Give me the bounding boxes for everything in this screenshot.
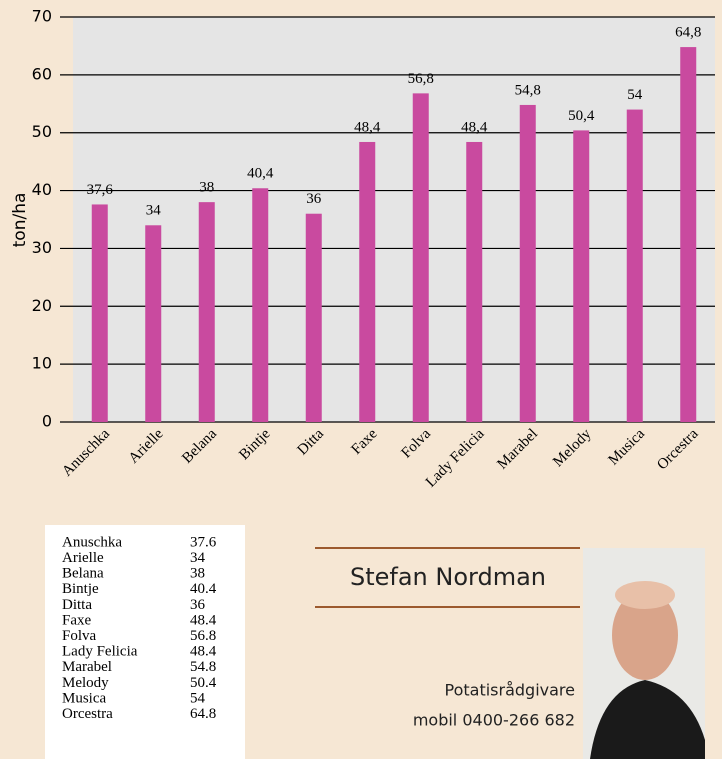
x-tick-label: Belana xyxy=(179,426,220,467)
y-tick-label: 60 xyxy=(32,64,52,83)
table-cell: 56.8 xyxy=(190,628,216,644)
y-tick-label: 30 xyxy=(32,238,52,257)
value-label: 38 xyxy=(199,180,214,196)
y-tick-label: 50 xyxy=(32,122,52,141)
table-cell: Musica xyxy=(62,690,107,706)
bar xyxy=(573,130,589,422)
value-label: 34 xyxy=(146,203,162,219)
chart: ton/ha Stefan Nordman Potatisrådgivare m… xyxy=(0,0,722,759)
table-cell: Lady Felicia xyxy=(62,644,138,660)
bar xyxy=(199,202,215,422)
value-label: 64,8 xyxy=(675,25,701,41)
plot-area xyxy=(73,17,715,422)
x-tick-label: Bintje xyxy=(236,426,273,463)
x-tick-label: Marabel xyxy=(494,426,541,473)
table-cell: 48.4 xyxy=(190,644,217,660)
table-cell: 54 xyxy=(190,690,206,706)
x-tick-label: Arielle xyxy=(126,426,167,467)
table-cell: Marabel xyxy=(62,659,112,675)
table-cell: 64.8 xyxy=(190,706,216,722)
contact-name: Stefan Nordman xyxy=(350,563,546,591)
x-tick-label: Musica xyxy=(605,426,648,469)
x-tick-label: Anuschka xyxy=(59,426,113,480)
x-tick-label: Lady Felicia xyxy=(423,426,488,491)
x-tick-label: Faxe xyxy=(349,426,381,458)
bar xyxy=(306,214,322,422)
bar xyxy=(413,93,429,422)
value-label: 54 xyxy=(627,87,643,103)
table-cell: 54.8 xyxy=(190,659,216,675)
contact-phone: mobil 0400-266 682 xyxy=(413,711,575,730)
value-label: 50,4 xyxy=(568,108,595,124)
x-tick-label: Orcestra xyxy=(654,426,701,473)
value-label: 54,8 xyxy=(515,82,541,98)
value-label: 48,4 xyxy=(461,119,488,135)
table-cell: 40.4 xyxy=(190,581,217,597)
bar xyxy=(359,142,375,422)
table-cell: 36 xyxy=(190,597,206,613)
table-cell: Ditta xyxy=(62,597,92,613)
table-cell: Folva xyxy=(62,628,97,644)
y-tick-label: 0 xyxy=(42,412,52,431)
value-label: 56,8 xyxy=(408,71,434,87)
table-cell: Anuschka xyxy=(62,534,122,550)
bar xyxy=(145,225,161,422)
table-cell: Melody xyxy=(62,675,109,691)
y-tick-label: 10 xyxy=(32,354,52,373)
y-tick-label: 40 xyxy=(32,180,52,199)
y-axis-label: ton/ha xyxy=(10,193,30,248)
value-label: 48,4 xyxy=(354,119,381,135)
bar xyxy=(627,110,643,422)
table-cell: 50.4 xyxy=(190,675,217,691)
page: {"chart_data": {"type": "bar", "y_label"… xyxy=(0,0,722,759)
photo xyxy=(583,548,705,759)
bar xyxy=(520,105,536,422)
x-tick-label: Melody xyxy=(550,426,595,471)
table-cell: 34 xyxy=(190,550,206,566)
bar xyxy=(92,204,108,422)
table-cell: Arielle xyxy=(62,550,104,566)
table-cell: Faxe xyxy=(62,612,92,628)
value-label: 36 xyxy=(306,191,322,207)
table-cell: 37.6 xyxy=(190,534,217,550)
bar xyxy=(252,188,268,422)
bar xyxy=(466,142,482,422)
value-label: 37,6 xyxy=(87,182,114,198)
y-tick-label: 70 xyxy=(32,7,52,26)
contact-title: Potatisrådgivare xyxy=(445,681,575,700)
table-cell: 38 xyxy=(190,566,205,582)
table-cell: 48.4 xyxy=(190,612,217,628)
value-label: 40,4 xyxy=(247,166,274,182)
table-cell: Belana xyxy=(62,566,104,582)
table-cell: Bintje xyxy=(62,581,99,597)
x-tick-label: Ditta xyxy=(294,426,327,459)
y-tick-label: 20 xyxy=(32,296,52,315)
x-tick-label: Folva xyxy=(399,426,435,462)
table-cell: Orcestra xyxy=(62,706,113,722)
bar xyxy=(680,47,696,422)
